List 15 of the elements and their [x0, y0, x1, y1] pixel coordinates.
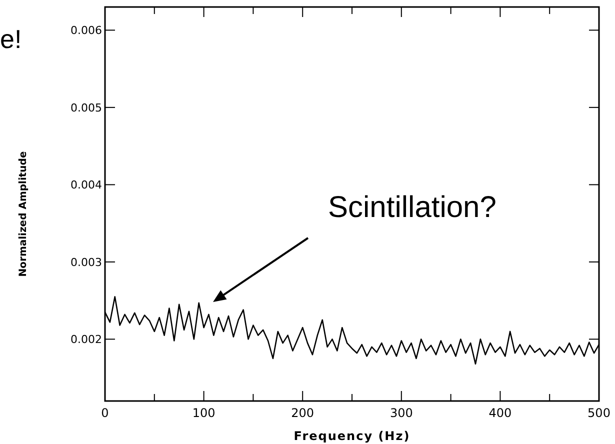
x-tick-label: 200 [291, 406, 314, 420]
x-tick-label: 0 [101, 406, 109, 420]
y-axis-title: Normalized Amplitude [18, 151, 29, 277]
x-tick-label: 100 [192, 406, 216, 420]
y-tick-label: 0.006 [70, 24, 102, 38]
x-tick-label: 300 [390, 406, 413, 420]
y-tick-label: 0.004 [70, 178, 102, 192]
annotation: Scintillation? [328, 191, 496, 224]
text: e! [0, 24, 22, 54]
y-tick-label: 0.002 [70, 333, 102, 346]
y-tick-label: 0.003 [70, 256, 102, 269]
x-tick-label: 500 [588, 406, 610, 420]
y-tick-label: 0.005 [70, 101, 102, 114]
x-tick-label: 400 [488, 406, 512, 420]
x-axis-title: Frequency (Hz) [294, 429, 410, 443]
